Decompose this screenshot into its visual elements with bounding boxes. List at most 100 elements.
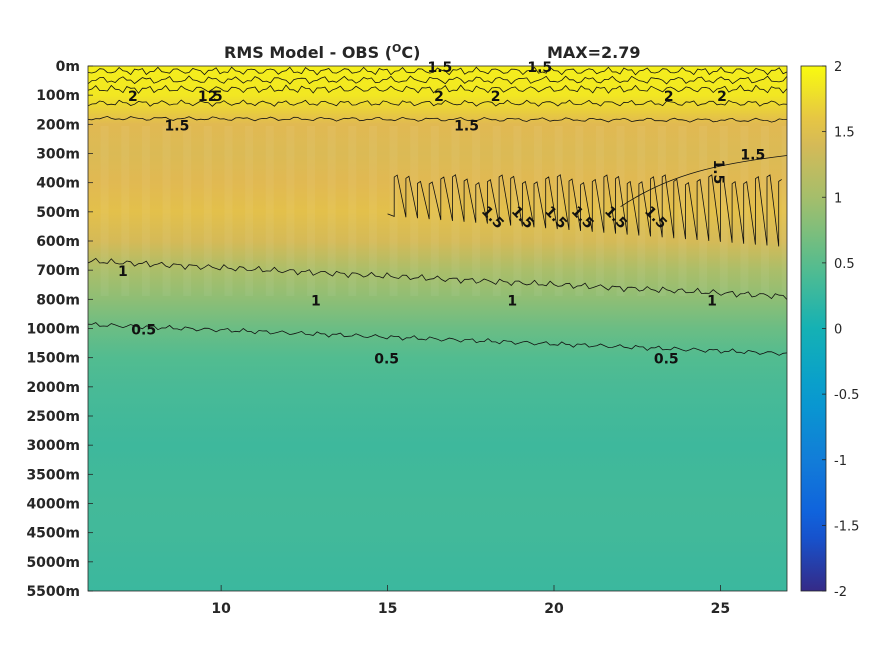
contour-label: 2 [664,89,674,105]
contour-label: 1.5 [428,60,453,76]
y-tick-label: 800m [36,292,80,308]
y-tick-label: 4500m [26,526,80,542]
texture-stripe [451,126,460,296]
texture-stripe [595,126,604,296]
title-text: RMS Model - OBS (OC) [224,42,420,62]
y-tick-label: 3000m [26,438,80,454]
colorbar-tick-label: 1.5 [834,126,855,141]
texture-stripe [162,126,171,296]
contour-line [88,257,787,300]
texture-stripe [719,126,728,296]
contour-label: 0.5 [131,323,156,339]
texture-stripe [183,126,192,296]
y-tick-label: 5000m [26,555,80,571]
texture-stripe [678,126,687,296]
texture-stripe [368,126,377,296]
contour-label: 1.5 [710,160,726,185]
contour-label: 1.5 [740,148,765,164]
y-tick-label: 300m [36,147,80,163]
contour-line [88,84,787,94]
y-tick-label: 3500m [26,467,80,483]
texture-stripe [203,126,212,296]
texture-stripe [534,126,543,296]
plot-area: 1.521.521.522221.51.51.51.51.51.51.51.51… [87,60,788,592]
contour-line [88,99,787,107]
contour-label: 1 [707,293,717,309]
texture-stripe [699,126,708,296]
colorbar-tick-label: 0.5 [834,257,855,272]
max-label: MAX=2.79 [547,43,641,62]
x-tick-label: 25 [711,601,730,617]
contour-line [88,75,787,85]
x-tick-label: 15 [378,601,397,617]
contour-label: 2 [491,89,501,105]
texture-stripe [389,126,398,296]
texture-stripe [637,126,646,296]
y-tick-label: 2500m [26,409,80,425]
contour-label: 1.5 [527,60,552,76]
texture-stripe [348,126,357,296]
texture-stripe [307,126,316,296]
contour-label: 0.5 [654,352,679,368]
colorbar-tick-label: -1.5 [834,519,859,534]
x-tick-label: 10 [211,601,231,617]
texture-stripe [430,126,439,296]
texture-stripe [327,126,336,296]
y-tick-label: 1500m [26,351,80,367]
contour-line [88,322,787,356]
y-tick-label: 2000m [26,380,80,396]
texture-stripe [781,126,787,296]
x-tick-label: 20 [544,601,564,617]
contour-line [88,66,787,76]
y-tick-label: 100m [36,88,80,104]
colorbar-tick-label: -1 [834,454,847,469]
texture-stripe [616,126,625,296]
colorbar-tick-label: -2 [834,585,847,600]
x-axis: 10 15 20 25 [211,585,730,617]
texture-stripe [100,126,109,296]
texture-stripe [224,126,233,296]
colorbar-tick-label: 2 [834,60,842,75]
contour-label: 1 [311,293,321,309]
contour-lines [88,66,787,356]
texture-stripe [286,126,295,296]
texture-stripe [554,126,563,296]
contour-label: 1.5 [454,118,479,134]
colorbar: 2 1.5 1 0.5 0 -0.5 -1 -1.5 -2 [800,60,859,600]
y-tick-label: 600m [36,234,80,250]
y-tick-label: 700m [36,263,80,279]
heatmap-texture [100,126,787,296]
y-tick-label: 0m [56,59,80,75]
contour-line [88,115,787,123]
y-tick-label: 400m [36,176,80,192]
y-tick-label: 1000m [26,322,80,338]
texture-stripe [245,126,254,296]
contour-label: 2 [434,89,444,105]
contour-label: 1.5 [198,89,223,105]
texture-stripe [761,126,770,296]
contour-label: 2 [128,89,138,105]
colorbar-tick-label: -0.5 [834,388,859,403]
colorbar-tick-label: 0 [834,323,842,338]
texture-stripe [575,126,584,296]
contour-label: 0.5 [374,352,399,368]
colorbar-tick-label: 1 [834,191,842,206]
texture-stripe [410,126,419,296]
texture-stripe [265,126,274,296]
contour-label: 1.5 [165,118,190,134]
texture-stripe [513,126,522,296]
contour-label: 1 [507,293,517,309]
contour-label: 2 [208,89,218,105]
texture-stripe [121,126,130,296]
contour-label: 1 [118,264,128,280]
y-tick-label: 4000m [26,497,80,513]
colorbar-ticks: 2 1.5 1 0.5 0 -0.5 -1 -1.5 -2 [822,60,859,600]
y-tick-label: 200m [36,117,80,133]
y-tick-label: 5500m [26,584,80,600]
contour-label: 2 [717,89,727,105]
y-axis: 0m 100m 200m 300m 400m 500m 600m 700m 800m 1000m 1… [26,59,93,600]
texture-stripe [740,126,749,296]
contour-line [620,155,787,208]
texture-stripe [141,126,150,296]
